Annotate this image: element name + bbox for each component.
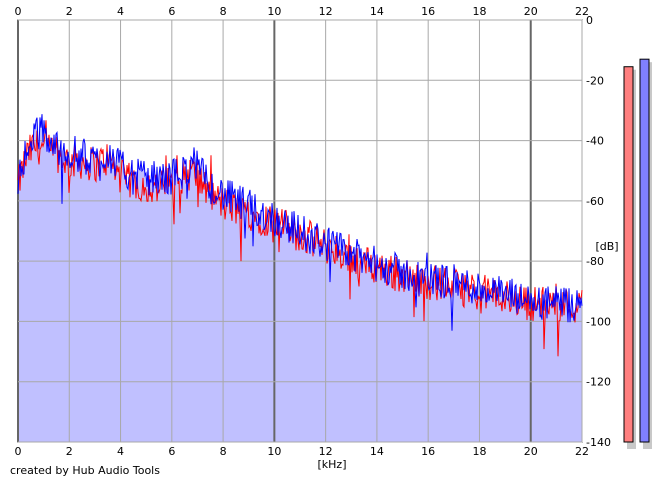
x-tick-label-bottom: 0 bbox=[15, 445, 22, 458]
x-tick-label-bottom: 8 bbox=[220, 445, 227, 458]
x-tick-label-bottom: 18 bbox=[472, 445, 486, 458]
y-axis-label: [dB] bbox=[595, 240, 618, 253]
x-tick-label-top: 18 bbox=[472, 5, 486, 18]
x-axis-label: [kHz] bbox=[318, 458, 347, 471]
spectrum-series bbox=[17, 114, 583, 357]
y-tick-label: 0 bbox=[586, 14, 593, 27]
y-tick-label: -80 bbox=[586, 255, 604, 268]
x-tick-label-top: 2 bbox=[66, 5, 73, 18]
footer-credit: created by Hub Audio Tools bbox=[10, 464, 160, 477]
x-tick-label-bottom: 4 bbox=[117, 445, 124, 458]
level-meters bbox=[623, 58, 652, 449]
x-tick-label-bottom: 10 bbox=[267, 445, 281, 458]
y-tick-label: -140 bbox=[586, 436, 611, 449]
x-tick-label-top: 4 bbox=[117, 5, 124, 18]
series-blue-line bbox=[17, 114, 583, 331]
x-tick-label-top: 8 bbox=[220, 5, 227, 18]
x-tick-label-top: 10 bbox=[267, 5, 281, 18]
x-tick-label-bottom: 2 bbox=[66, 445, 73, 458]
x-tick-label-top: 16 bbox=[421, 5, 435, 18]
x-tick-label-top: 22 bbox=[575, 5, 589, 18]
y-tick-label: -120 bbox=[586, 376, 611, 389]
x-tick-label-bottom: 16 bbox=[421, 445, 435, 458]
x-tick-label-top: 6 bbox=[168, 5, 175, 18]
spectrum-fill-area bbox=[17, 19, 583, 443]
y-tick-label: -100 bbox=[586, 315, 611, 328]
x-tick-label-bottom: 12 bbox=[319, 445, 333, 458]
x-tick-label-bottom: 22 bbox=[575, 445, 589, 458]
x-tick-label-top: 12 bbox=[319, 5, 333, 18]
x-tick-label-bottom: 6 bbox=[168, 445, 175, 458]
level-meter-bar bbox=[623, 66, 634, 443]
x-tick-label-bottom: 14 bbox=[370, 445, 384, 458]
x-tick-label-top: 0 bbox=[15, 5, 22, 18]
x-tick-label-bottom: 20 bbox=[524, 445, 538, 458]
y-tick-label: -40 bbox=[586, 135, 604, 148]
axis-ticks: 002244668810101212141416161818202022220-… bbox=[15, 5, 611, 458]
level-meter-bar bbox=[639, 58, 650, 443]
y-tick-label: -60 bbox=[586, 195, 604, 208]
x-tick-label-top: 14 bbox=[370, 5, 384, 18]
spectrum-fill bbox=[18, 114, 582, 442]
y-tick-label: -20 bbox=[586, 74, 604, 87]
x-tick-label-top: 20 bbox=[524, 5, 538, 18]
